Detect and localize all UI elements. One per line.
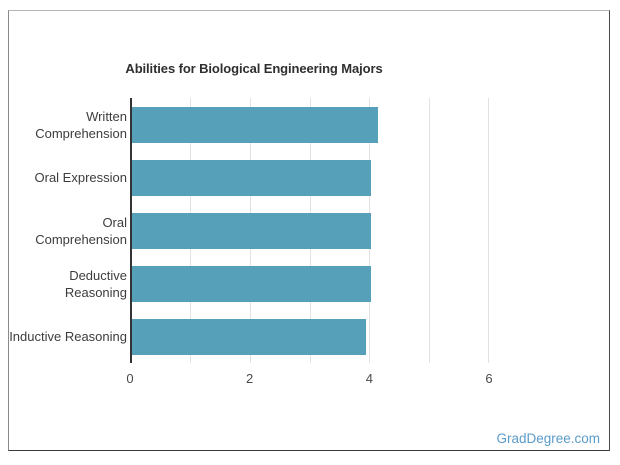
x-tick-label: 4 [365,371,373,386]
bar-oral-expression[interactable] [132,159,372,196]
gridline [488,98,489,363]
category-label: Oral Comprehension [35,214,127,247]
watermark-link[interactable]: GradDegree.com [496,431,600,446]
bar-oral-comprehension[interactable] [132,212,372,249]
x-axis-ticks: 0 2 4 6 [126,371,493,389]
gridline [428,98,430,363]
x-tick-label: 2 [246,371,254,386]
x-tick-label: 6 [485,371,493,386]
category-label: Inductive Reasoning [9,329,127,344]
plot-area [130,98,489,363]
chart-card: Abilities for Biological Engineering Maj… [8,10,610,451]
bar-deductive-reasoning[interactable] [132,265,371,302]
chart-title: Abilities for Biological Engineering Maj… [125,61,383,76]
bar-inductive-reasoning[interactable] [132,318,367,355]
category-label: Written Comprehension [35,108,127,141]
category-label: Deductive Reasoning [64,267,127,300]
bar-written-comprehension[interactable] [132,106,378,143]
x-tick-label: 0 [126,371,134,386]
y-axis-labels: Written Comprehension Oral Expression Oral … [9,98,127,363]
category-label: Oral Expression [34,170,127,185]
